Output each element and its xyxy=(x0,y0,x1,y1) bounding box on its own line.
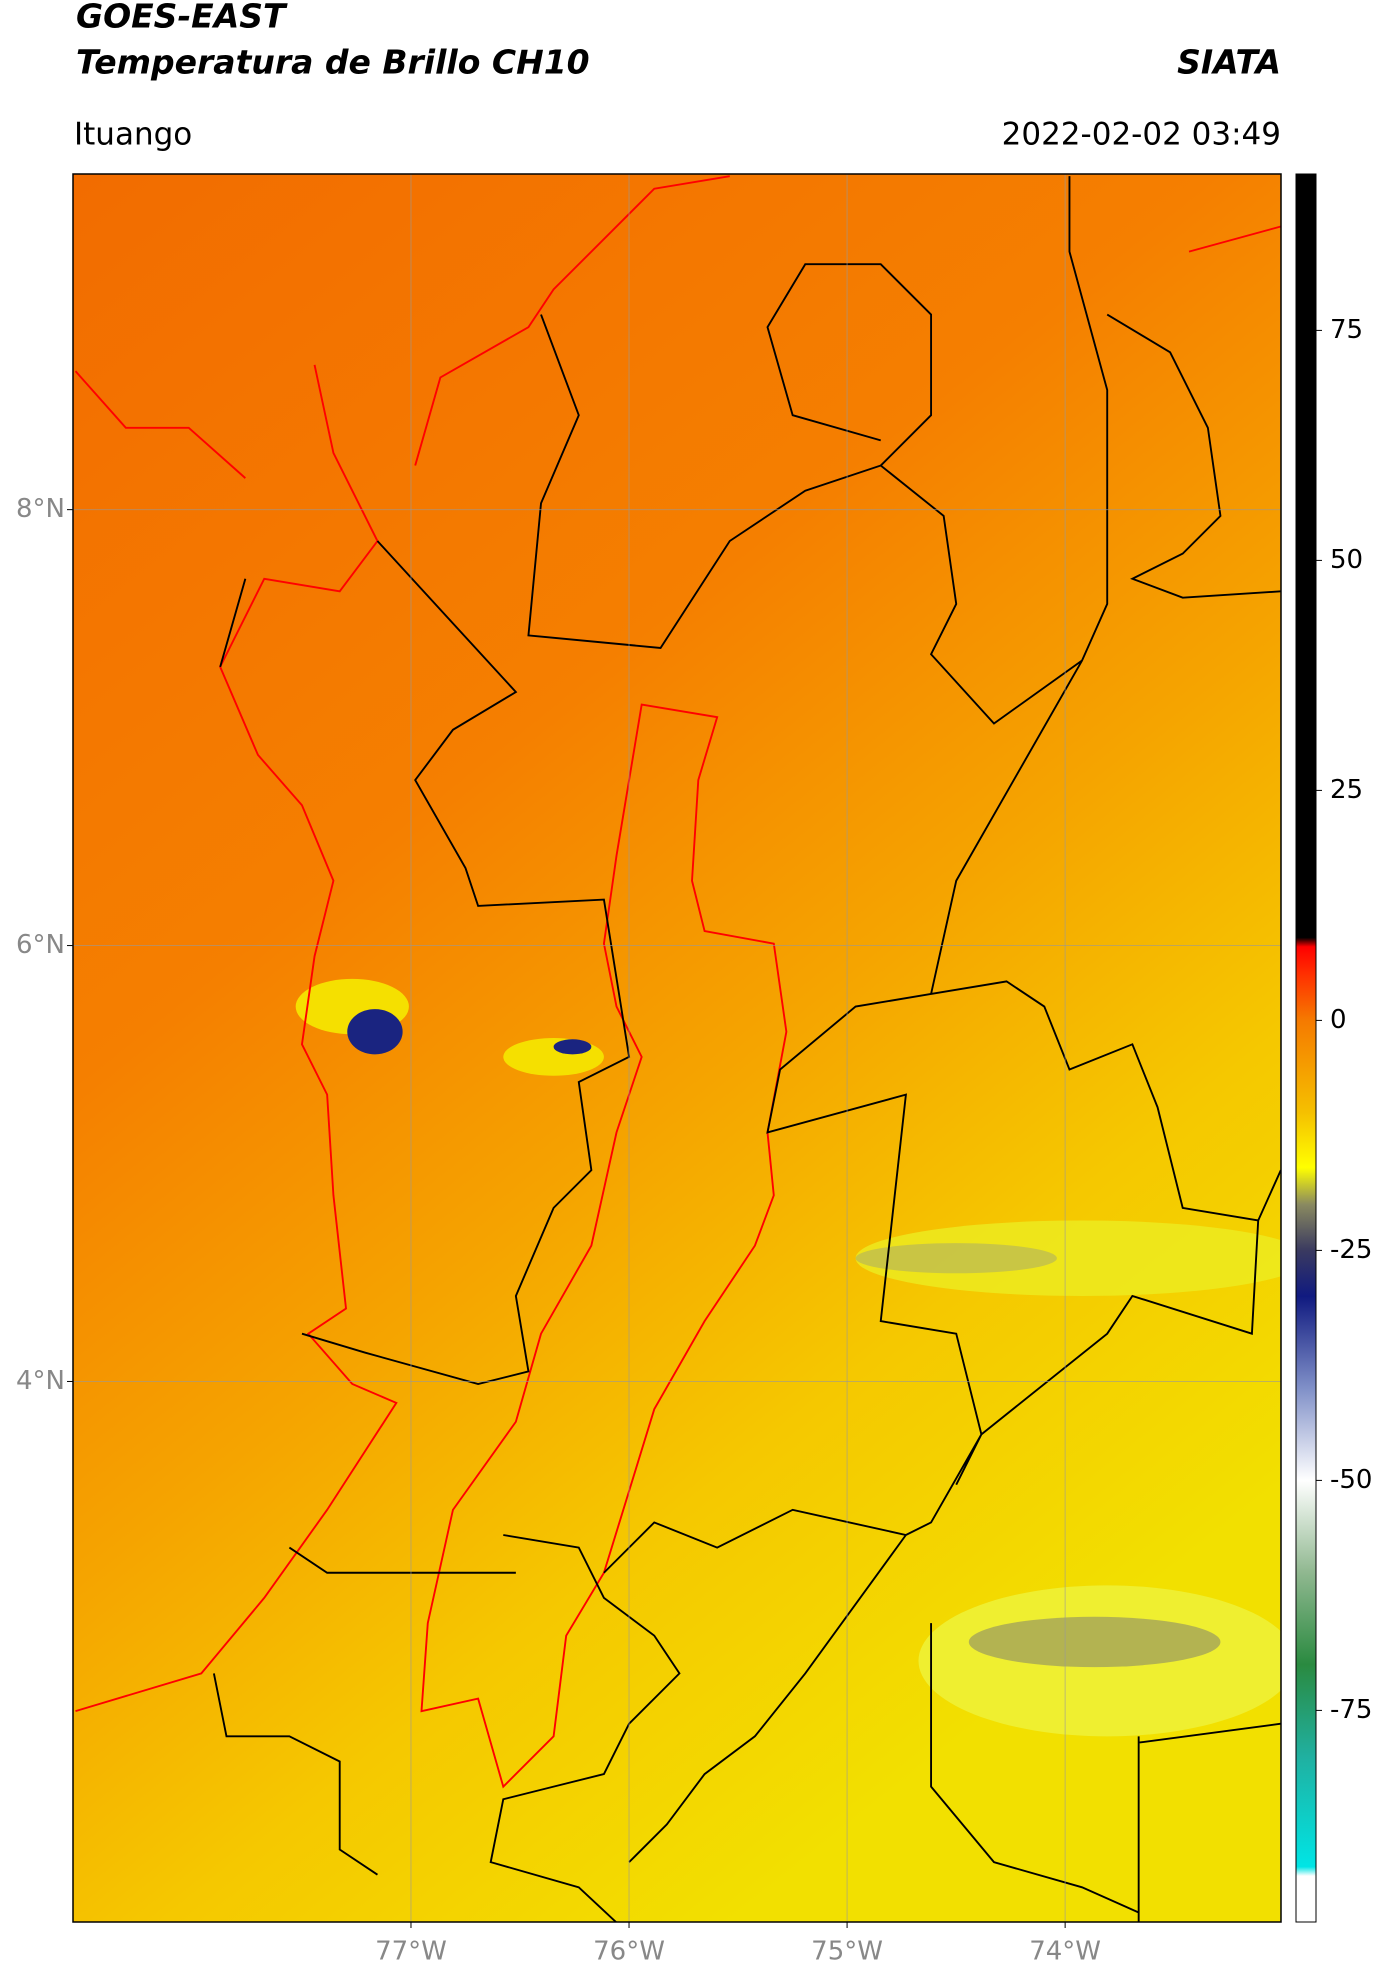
colorbar xyxy=(1295,173,1317,1923)
x-tick-label: 74°W xyxy=(1029,1937,1101,1967)
x-tick-label: 77°W xyxy=(375,1937,447,1967)
map-frame xyxy=(72,173,1282,1923)
y-tick-label: 4°N xyxy=(16,1366,65,1396)
title: GOES-EAST xyxy=(76,0,288,36)
x-tick-label: 76°W xyxy=(593,1937,665,1967)
colorbar-tick-label: 25 xyxy=(1330,775,1363,805)
x-tick-label: 75°W xyxy=(811,1937,883,1967)
colorbar-tick-label: -75 xyxy=(1330,1695,1372,1725)
colorbar-tick-label: 50 xyxy=(1330,545,1363,575)
subtitle: Temperatura de Brillo CH10 xyxy=(76,43,590,82)
map-image xyxy=(73,174,1281,1922)
graticule xyxy=(73,174,1281,1922)
colorbar-tick-label: 75 xyxy=(1330,315,1363,345)
colorbar-tick-label: -50 xyxy=(1330,1465,1372,1495)
source: SIATA xyxy=(1177,43,1281,82)
y-tick-label: 6°N xyxy=(16,930,65,960)
location: Ituango xyxy=(74,117,192,153)
y-tick-label: 8°N xyxy=(16,494,65,524)
colorbar-tick-label: -25 xyxy=(1330,1235,1372,1265)
datetime: 2022-02-02 03:49 xyxy=(1002,117,1281,153)
colorbar-tick-label: 0 xyxy=(1330,1005,1347,1035)
